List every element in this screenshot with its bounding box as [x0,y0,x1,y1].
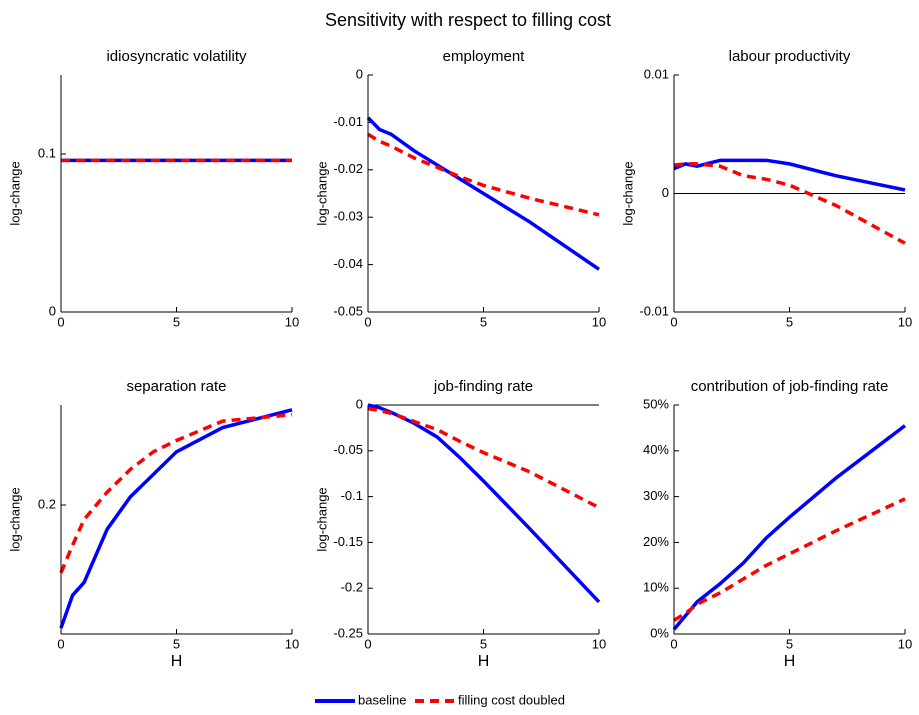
x-tick-label: 0 [670,314,677,329]
series-line [673,497,906,622]
x-axis-label: H [171,653,183,670]
series-line [673,162,906,245]
series-line [59,412,293,574]
x-tick-label: 10 [898,314,912,329]
x-tick-label: 5 [173,314,180,329]
y-tick-label: 0.1 [38,145,56,160]
y-tick-label: 30% [643,488,669,503]
subplot: separation rate log-change H 0.2 0 5 10 [7,378,299,670]
subplot: employment log-change -0.05 -0.04 -0.03 -0.02… [314,48,606,329]
x-tick-label: 10 [285,314,299,329]
figure-title: Sensitivity with respect to filling cost [325,10,611,30]
y-tick-label: 0 [662,185,669,200]
x-tick-label: 5 [173,636,180,651]
x-tick-label: 5 [480,314,487,329]
y-axis-label: log-change [7,487,22,551]
y-tick-label: -0.01 [333,114,363,129]
x-tick-label: 5 [786,314,793,329]
subplot-title: employment [443,48,526,65]
series-line [672,424,907,631]
x-axis-label: H [478,653,490,670]
y-tick-label: -0.25 [333,625,363,640]
subplot-title: idiosyncratic volatility [106,48,247,65]
series-line [367,403,601,604]
y-tick-label: 0% [650,625,669,640]
subplot: contribution of job-finding rate H 0% 10% 20… [643,378,912,670]
x-tick-label: 0 [57,636,64,651]
series-line [367,406,600,510]
x-tick-label: 10 [592,314,606,329]
x-tick-label: 0 [670,636,677,651]
y-tick-label: -0.05 [333,303,363,318]
subplot: idiosyncratic volatility log-change 0 0.1 0 5… [7,48,299,329]
series-line [59,408,293,629]
subplot-title: labour productivity [729,48,851,65]
legend-label: baseline [358,692,406,707]
x-axis-label: H [784,653,796,670]
y-tick-label: -0.1 [341,488,363,503]
x-tick-label: 10 [898,636,912,651]
y-tick-label: 10% [643,580,669,595]
y-tick-label: 0 [356,396,363,411]
y-tick-label: -0.03 [333,209,363,224]
y-tick-label: -0.04 [333,256,363,271]
x-tick-label: 0 [57,314,64,329]
y-tick-label: 0.2 [38,496,56,511]
subplot-title: job-finding rate [433,378,533,395]
x-tick-label: 0 [364,636,371,651]
subplot: labour productivitylog-change-0.0100.010… [620,48,912,329]
y-tick-label: 20% [643,534,669,549]
y-axis-label: log-change [620,161,635,225]
series-line [367,132,600,217]
y-tick-label: -0.15 [333,534,363,549]
y-tick-label: 40% [643,442,669,457]
y-tick-label: -0.02 [333,161,363,176]
x-tick-label: 10 [285,636,299,651]
x-tick-label: 0 [364,314,371,329]
y-axis-label: log-change [7,161,22,225]
subplot: job-finding rate log-change H -0.25 -0.2 -0.1… [314,378,606,670]
x-tick-label: 5 [480,636,487,651]
x-tick-label: 5 [786,636,793,651]
y-tick-label: 0 [356,66,363,81]
legend: baseline filling cost doubled [315,692,565,707]
y-tick-label: -0.05 [333,442,363,457]
legend-label: filling cost doubled [458,692,565,707]
y-axis-label: log-change [314,161,329,225]
y-tick-label: 0.01 [644,66,669,81]
subplot-title: separation rate [126,378,226,395]
subplot-title: contribution of job-finding rate [691,378,889,395]
y-tick-label: 50% [643,396,669,411]
y-tick-label: -0.2 [341,580,363,595]
series-line [366,116,600,271]
y-axis-label: log-change [314,487,329,551]
y-tick-label: -0.01 [639,303,669,318]
x-tick-label: 10 [592,636,606,651]
y-tick-label: 0 [49,303,56,318]
